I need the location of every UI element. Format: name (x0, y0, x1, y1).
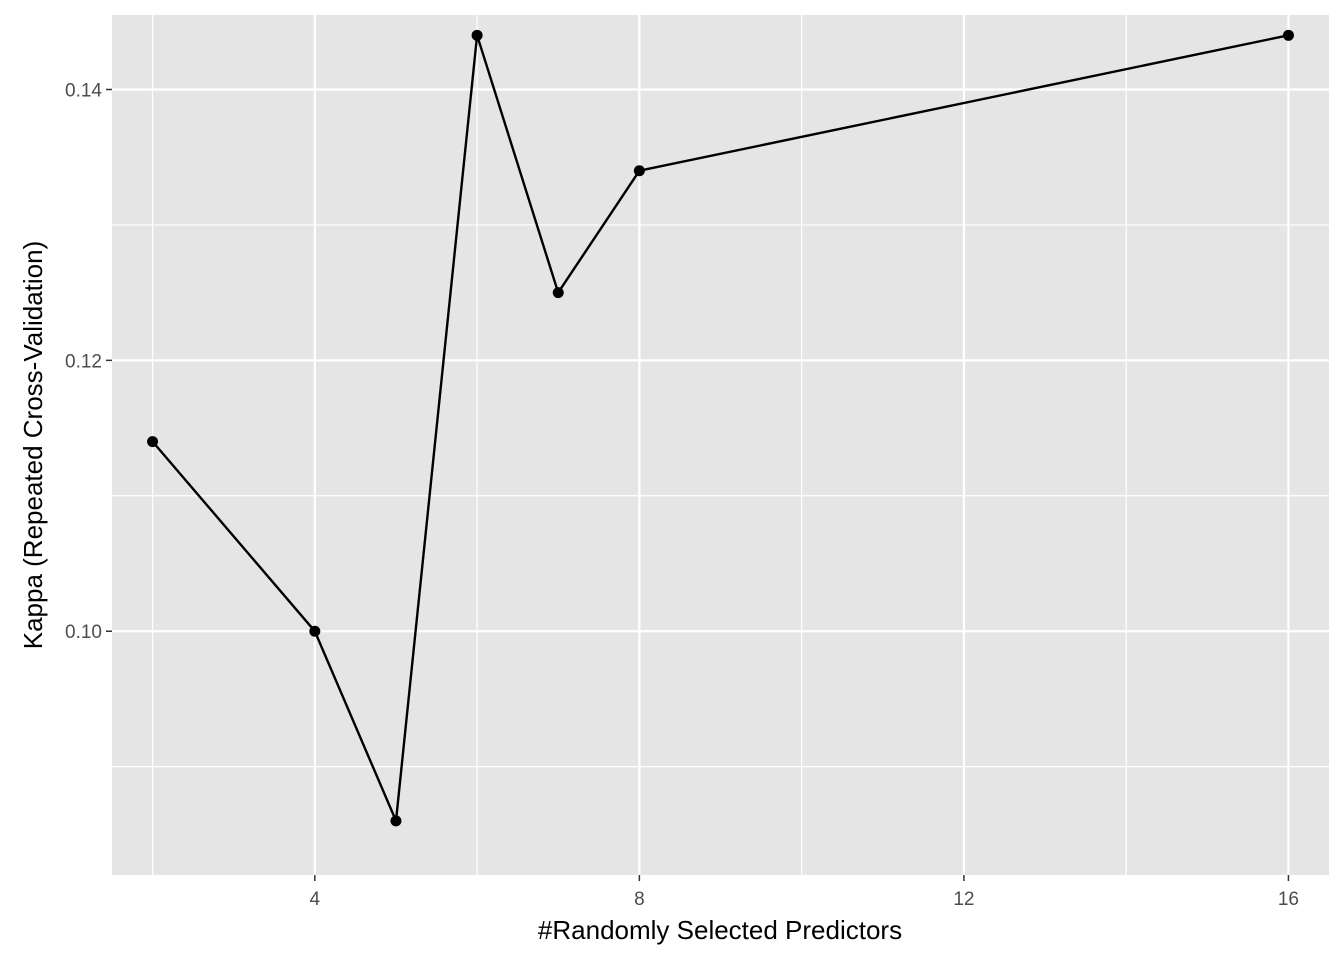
x-axis-title: #Randomly Selected Predictors (538, 915, 902, 945)
data-point (1282, 29, 1294, 41)
panel-background (112, 15, 1329, 875)
tick-labels: 4 8 12 16 0.10 0.12 0.14 (65, 80, 1299, 910)
y-axis-title: Kappa (Repeated Cross-Validation) (18, 241, 48, 650)
data-point (147, 436, 159, 448)
x-tick-label: 4 (310, 889, 321, 910)
data-point (390, 815, 402, 827)
axis-ticks (106, 88, 1290, 881)
x-tick-label: 12 (953, 889, 974, 910)
y-tick-label: 0.10 (65, 622, 102, 643)
series-kappa (147, 29, 1294, 827)
data-point (552, 287, 564, 299)
x-tick-label: 16 (1278, 889, 1299, 910)
data-point (471, 29, 483, 41)
x-tick-label: 8 (634, 889, 645, 910)
y-tick-label: 0.14 (65, 80, 102, 101)
data-point (633, 165, 645, 177)
y-tick-label: 0.12 (65, 351, 102, 372)
data-point (309, 625, 321, 637)
